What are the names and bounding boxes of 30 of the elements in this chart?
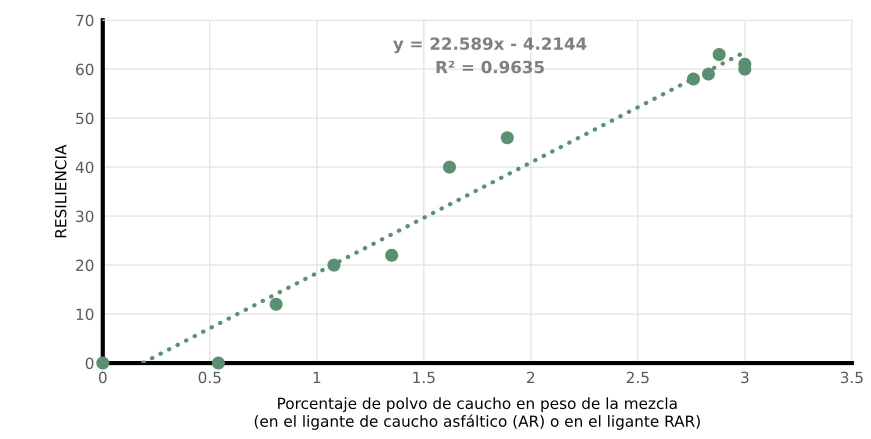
y-axis-title: RESILIENCIA [54,144,66,238]
point [702,68,715,81]
point [327,258,340,272]
point [442,160,456,174]
point [712,48,726,61]
x-tick-label: 1 [314,372,320,383]
y-tick-label: 70 [76,14,94,26]
annotation: y = 22.589x - 4.2144 [393,37,586,54]
x-tick-label: 1.5 [413,372,435,384]
y-tick-label: 40 [76,162,94,174]
y-tick-label: 0 [86,358,94,370]
x-axis-title: Porcentaje de polvo de caucho en peso de la mezcla (en el ligante de caucho asfáltico (AR) o en el ligante RAR) [254,397,700,430]
y-tick-label: 20 [76,260,94,272]
x-tick-label: 0.5 [198,372,221,384]
point [385,248,398,262]
x-tick-label: 0 [98,372,107,384]
x-tick-label: 2 [527,372,534,383]
y-tick-label: 10 [76,308,94,320]
y-tick-label: 50 [76,112,94,124]
point [270,298,283,311]
point [212,356,225,370]
x-tick-label: 2.5 [626,372,649,384]
point [500,131,514,144]
y-tick-label: 30 [76,210,94,222]
point [96,356,110,370]
x-tick-label: 3.5 [840,372,863,384]
x-tick-label: 3 [741,372,748,384]
y-tick-label: 60 [76,64,94,76]
annotation: R² = 0.9635 [436,60,544,74]
point [686,72,700,86]
